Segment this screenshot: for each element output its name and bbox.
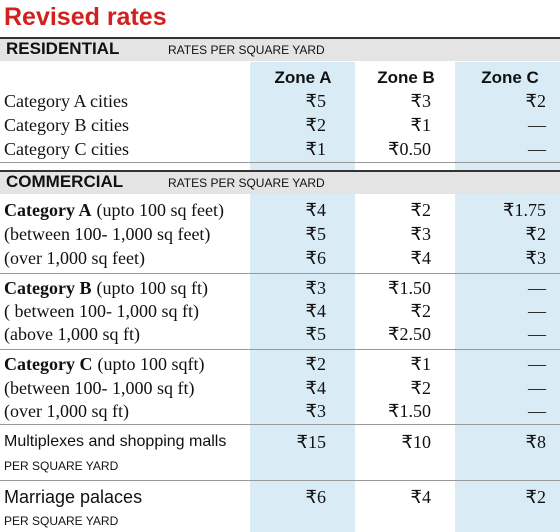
rate-cell: ₹10 (401, 432, 431, 452)
rate-cell: ₹6 (305, 487, 326, 507)
rate-cell: ₹2 (525, 224, 546, 244)
rate-cell: ₹3 (410, 224, 431, 244)
rate-cell: — (528, 378, 546, 398)
rate-cell: ₹1 (305, 139, 326, 159)
column-header: Zone A (274, 68, 332, 87)
row-label: ( between 100- 1,000 sq ft) (4, 301, 199, 321)
zone-c-column-bg (455, 62, 560, 532)
row-label: Category B cities (4, 115, 129, 135)
row-separator (0, 162, 560, 163)
rate-cell: ₹3 (525, 248, 546, 268)
title: Revised rates (4, 3, 167, 31)
row-label: (upto 100 sqft) (97, 354, 205, 374)
rate-cell: ₹4 (305, 200, 326, 220)
row-label-bold: Category A (4, 200, 92, 220)
rate-cell: ₹2 (305, 354, 326, 374)
row-label: (upto 100 sq feet) (96, 200, 224, 220)
rate-cell: ₹1.75 (503, 200, 546, 220)
rate-cell: ₹4 (410, 487, 431, 507)
rate-cell: ₹6 (305, 248, 326, 268)
row-label: (over 1,000 sq feet) (4, 248, 145, 268)
rate-cell: ₹3 (410, 91, 431, 111)
row-unit: PER SQUARE YARD (4, 459, 119, 473)
rate-cell: ₹1 (410, 354, 431, 374)
rate-cell: — (528, 139, 546, 159)
rate-cell: ₹5 (305, 324, 326, 344)
rate-cell: — (528, 354, 546, 374)
rate-cell: ₹3 (305, 401, 326, 421)
row-label: (between 100- 1,000 sq feet) (4, 224, 211, 244)
row-label: (upto 100 sq ft) (96, 278, 208, 298)
rate-cell: — (528, 324, 546, 344)
row-label-bold: Category C (4, 354, 93, 374)
zone-a-column-bg (250, 62, 355, 532)
rate-cell: ₹5 (305, 224, 326, 244)
row-label: Multiplexes and shopping malls (4, 433, 227, 450)
rate-cell: ₹0.50 (388, 139, 431, 159)
rate-cell: ₹4 (305, 301, 326, 321)
rate-cell: — (528, 115, 546, 135)
rate-cell: ₹5 (305, 91, 326, 111)
rate-cell: — (528, 301, 546, 321)
section-title: RESIDENTIAL (6, 39, 120, 58)
rate-cell: — (528, 401, 546, 421)
rate-cell: ₹2.50 (388, 324, 431, 344)
rate-cell: ₹1.50 (388, 401, 431, 421)
row-label-bold: Category B (4, 278, 92, 298)
row-separator (0, 273, 560, 274)
row-label: (over 1,000 sq ft) (4, 401, 129, 421)
section-bar (0, 170, 560, 194)
rate-cell: ₹3 (305, 278, 326, 298)
row-label: (above 1,000 sq ft) (4, 324, 140, 344)
rate-cell: ₹1 (410, 115, 431, 135)
rate-cell: ₹2 (305, 115, 326, 135)
row-label: Marriage palaces (4, 487, 143, 507)
section-title: COMMERCIAL (6, 172, 124, 191)
rate-cell: — (528, 278, 546, 298)
rate-cell: ₹4 (410, 248, 431, 268)
section-bar (0, 37, 560, 61)
section-note: RATES PER SQUARE YARD (168, 176, 325, 190)
rate-cell: ₹8 (525, 432, 546, 452)
row-unit: PER SQUARE YARD (4, 514, 119, 528)
row-label: (between 100- 1,000 sq ft) (4, 378, 195, 398)
rate-cell: ₹2 (410, 200, 431, 220)
rate-cell: ₹2 (410, 301, 431, 321)
row-separator (0, 424, 560, 425)
row-separator (0, 349, 560, 350)
rate-cell: ₹4 (305, 378, 326, 398)
section-note: RATES PER SQUARE YARD (168, 43, 325, 57)
row-separator (0, 480, 560, 481)
row-label: Category A cities (4, 91, 128, 111)
rate-cell: ₹15 (296, 432, 326, 452)
rate-cell: ₹2 (410, 378, 431, 398)
column-header: Zone C (481, 68, 539, 87)
rate-cell: ₹2 (525, 91, 546, 111)
row-label: Category C cities (4, 139, 129, 159)
rate-cell: ₹1.50 (388, 278, 431, 298)
rate-cell: ₹2 (525, 487, 546, 507)
column-header: Zone B (377, 68, 435, 87)
